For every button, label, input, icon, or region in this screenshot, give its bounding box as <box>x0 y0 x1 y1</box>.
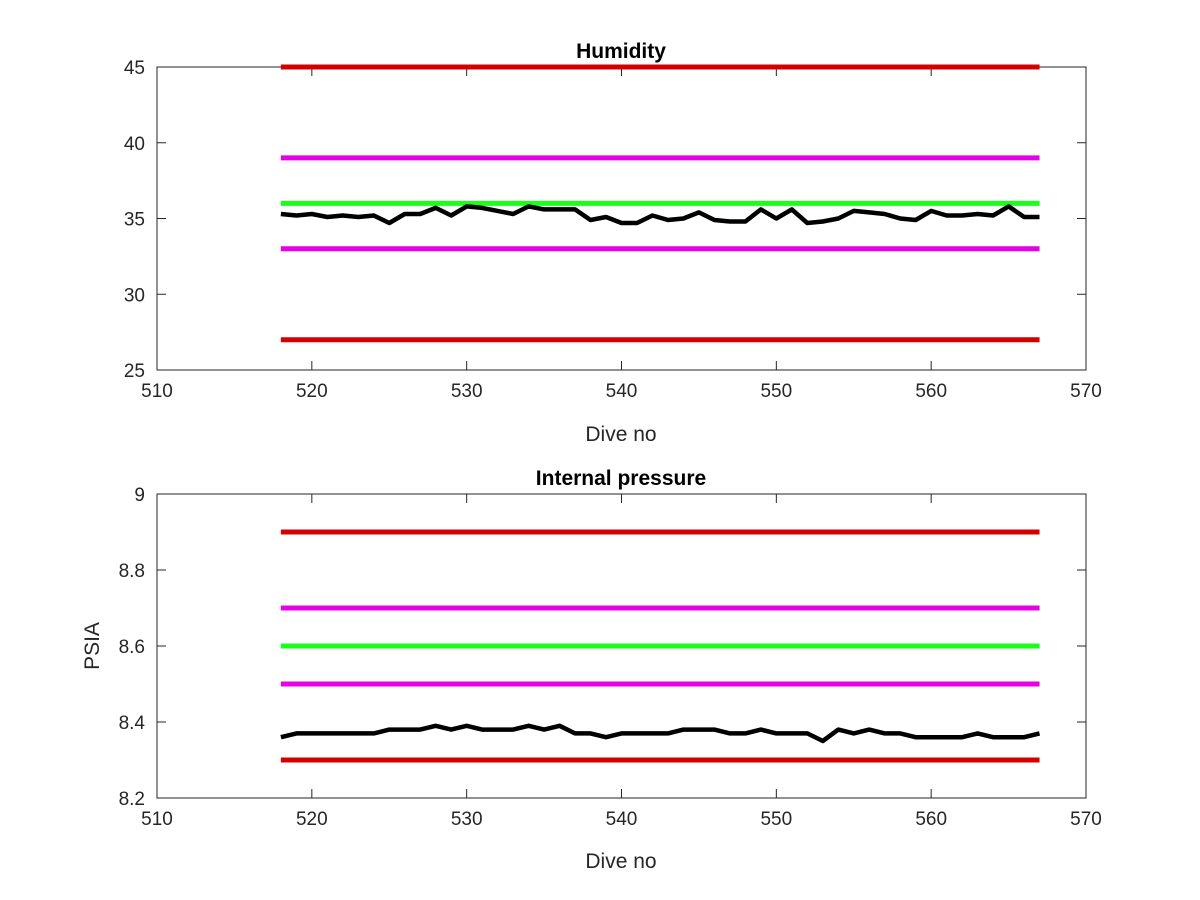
humidity-ticks: 510 520 530 540 550 560 570 25 30 35 40 45 <box>124 58 1102 402</box>
x-tick-label: 550 <box>760 809 792 830</box>
x-tick-label: 550 <box>760 381 792 402</box>
y-tick-label: 25 <box>124 361 145 382</box>
internal-pressure-chart: Internal pressure Dive no PSIA 510 520 530… <box>81 467 1102 873</box>
humidity-series <box>280 204 1040 226</box>
x-tick-label: 560 <box>915 381 947 402</box>
x-tick-label: 570 <box>1070 809 1102 830</box>
x-tick-label: 520 <box>296 809 328 830</box>
pressure-series <box>280 723 1041 744</box>
data-series-line <box>280 204 1040 226</box>
humidity-title: Humidity <box>576 40 666 63</box>
y-tick-label: 8.8 <box>119 561 145 582</box>
x-tick-label: 530 <box>451 381 483 402</box>
x-tick-label: 510 <box>141 809 173 830</box>
y-tick-label: 9 <box>134 485 145 506</box>
x-tick-label: 520 <box>296 381 328 402</box>
x-tick-label: 510 <box>141 381 173 402</box>
x-tick-label: 540 <box>606 809 638 830</box>
pressure-x-axis-label: Dive no <box>585 850 656 873</box>
x-tick-label: 570 <box>1070 381 1102 402</box>
y-tick-label: 45 <box>124 58 145 79</box>
x-tick-label: 530 <box>451 809 483 830</box>
y-tick-label: 30 <box>124 285 145 306</box>
y-tick-label: 8.2 <box>119 789 145 810</box>
y-tick-label: 40 <box>124 134 145 155</box>
y-tick-label: 8.6 <box>119 637 145 658</box>
y-tick-label: 8.4 <box>119 713 146 734</box>
x-tick-label: 560 <box>915 809 947 830</box>
pressure-ticks: 510 520 530 540 550 560 570 8.2 8.4 8.6 8.8 9 <box>119 485 1102 830</box>
pressure-y-axis-label: PSIA <box>81 622 104 670</box>
humidity-threshold-lines <box>280 64 1040 343</box>
pressure-title: Internal pressure <box>536 467 706 490</box>
humidity-x-axis-label: Dive no <box>585 423 656 446</box>
humidity-chart: Humidity Dive no 510 520 530 540 550 560 570 25… <box>124 40 1102 446</box>
data-series-line <box>280 723 1041 744</box>
x-tick-label: 540 <box>606 381 638 402</box>
y-tick-label: 35 <box>124 210 145 231</box>
pressure-threshold-lines <box>280 529 1040 763</box>
